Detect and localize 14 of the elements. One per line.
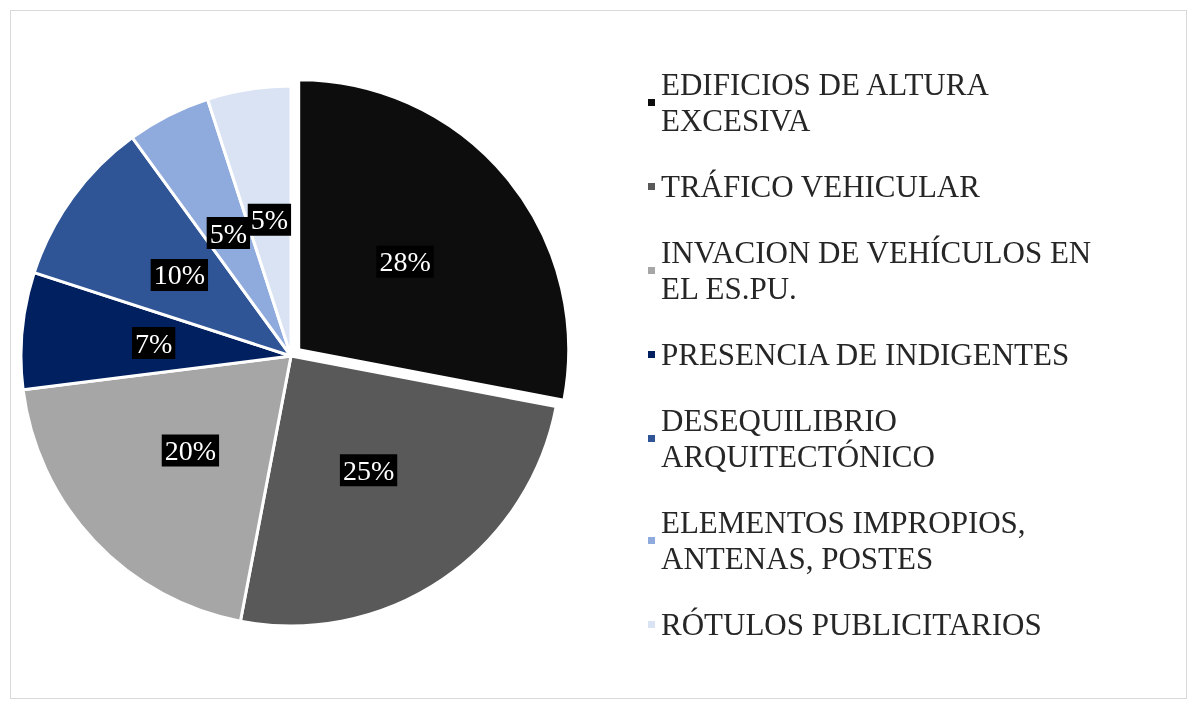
- data-label: 5%: [209, 217, 248, 249]
- legend-label: DESEQUILIBRIO ARQUITECTÓNICO: [661, 403, 935, 474]
- data-label: 28%: [379, 246, 431, 278]
- data-label: 5%: [250, 204, 289, 236]
- data-label: 7%: [134, 327, 173, 359]
- data-label: 25%: [342, 454, 395, 486]
- data-label: 10%: [153, 259, 206, 291]
- legend-label: INVACION DE VEHÍCULOS EN EL ES.PU.: [661, 235, 1100, 306]
- data-label: 20%: [164, 434, 217, 466]
- legend-label: EDIFICIOS DE ALTURA EXCESIVA: [661, 67, 995, 138]
- legend-label: TRÁFICO VEHICULAR: [661, 169, 981, 204]
- legend-label: RÓTULOS PUBLICITARIOS: [661, 607, 1042, 642]
- legend-label: ELEMENTOS IMPROPIOS, ANTENAS, POSTES: [661, 505, 1034, 576]
- legend-label: PRESENCIA DE INDIGENTES: [661, 337, 1070, 372]
